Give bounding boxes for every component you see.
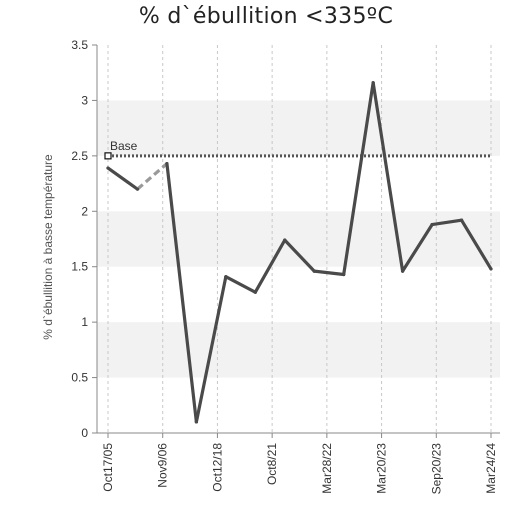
grid-band <box>97 100 500 156</box>
y-tick-label: 0.5 <box>71 371 88 385</box>
chart-title: % d`ébullition <335ºC <box>138 4 394 29</box>
data-point <box>135 187 140 191</box>
series-gap-segment <box>136 162 168 191</box>
vertical-gridlines <box>107 45 492 433</box>
series-segment <box>194 275 228 424</box>
data-point <box>342 272 346 277</box>
y-tick-label: 0 <box>81 426 88 440</box>
grid-band <box>97 211 500 267</box>
data-point <box>459 218 464 222</box>
x-tick-label: Oct8/21 <box>265 443 279 485</box>
axes <box>96 45 500 434</box>
y-axis-label: % d`ébullition à basse température <box>41 154 55 340</box>
x-tick-label: Sep20/23 <box>429 443 443 495</box>
x-tick-label: Mar20/23 <box>375 443 389 494</box>
series-segment <box>165 162 198 424</box>
data-point <box>401 269 405 273</box>
base-marker <box>104 152 112 160</box>
series-segment <box>106 166 140 191</box>
y-tick-label: 2.5 <box>71 149 88 163</box>
series-segment <box>401 222 434 273</box>
y-tick-label: 2 <box>81 204 88 218</box>
y-tick-label: 1.5 <box>71 260 88 274</box>
data-point <box>253 290 257 294</box>
series-segment <box>253 238 287 294</box>
data-point <box>165 162 169 166</box>
x-tick-label: Oct17/05 <box>101 443 115 492</box>
y-tick-label: 3.5 <box>71 38 88 52</box>
x-tick-label: Oct12/18 <box>210 443 224 492</box>
y-axis-ticks: 0 0.5 1 1.5 2 2.5 3 3.5 <box>71 38 97 440</box>
grid-band <box>97 322 500 378</box>
data-point <box>430 222 434 227</box>
data-point <box>224 275 228 279</box>
y-tick-label: 3 <box>81 93 88 107</box>
data-point <box>371 81 375 85</box>
data-point <box>106 166 110 170</box>
series-segment <box>459 218 493 271</box>
series-segment <box>342 81 375 277</box>
series-segment <box>224 275 257 294</box>
data-point <box>283 238 287 242</box>
background-bands <box>97 100 500 378</box>
base-annotation: Base <box>110 139 138 153</box>
series-segment <box>371 81 405 273</box>
x-tick-label: Mar24/24 <box>484 443 498 494</box>
data-point <box>312 269 316 273</box>
series-segment <box>430 218 464 227</box>
series-layer: Base <box>104 81 493 424</box>
x-axis-ticks: Oct17/05 Nov9/06 Oct12/18 Oct8/21 Mar28/22 Ma… <box>101 433 498 494</box>
x-tick-label: Nov9/06 <box>156 443 170 488</box>
x-tick-label: Mar28/22 <box>320 443 334 494</box>
data-point <box>194 420 198 424</box>
data-point <box>489 267 493 271</box>
series-segment <box>312 269 346 277</box>
series-segment <box>283 238 316 273</box>
y-tick-label: 1 <box>81 315 88 329</box>
